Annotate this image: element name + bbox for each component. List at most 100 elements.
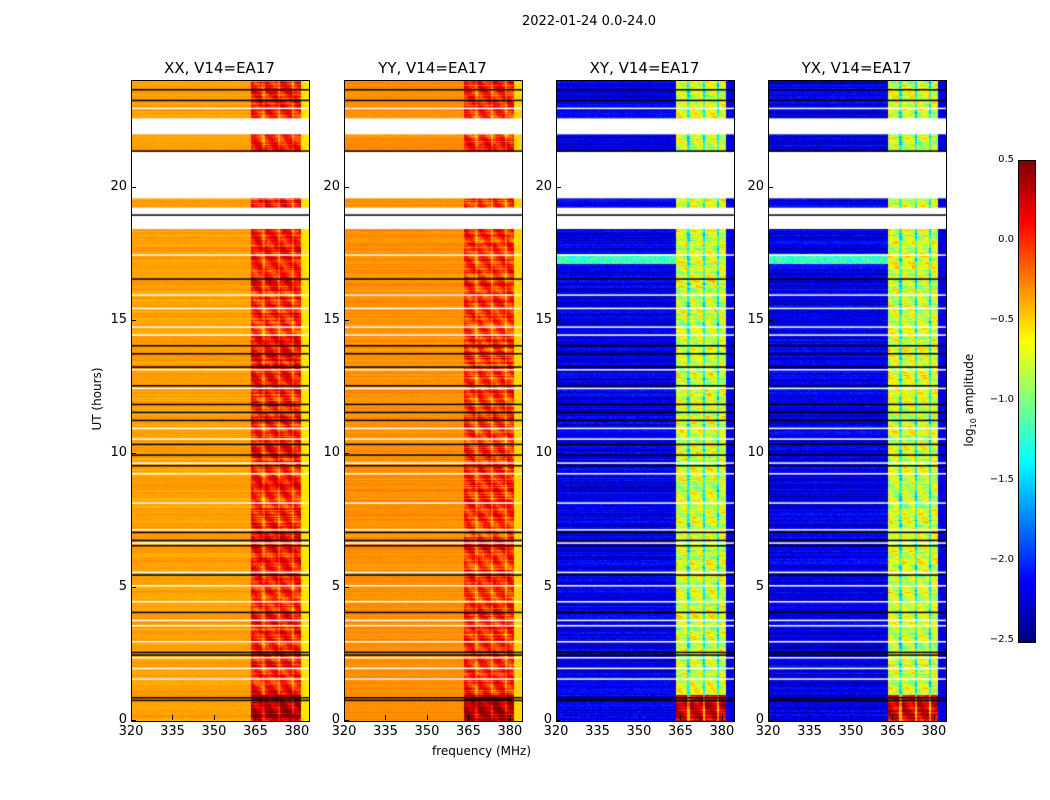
y-tick-mark <box>344 453 349 455</box>
x-tick-label: 335 <box>797 724 822 739</box>
y-tick-label: 0 <box>543 712 552 727</box>
x-tick-label: 350 <box>414 724 440 739</box>
y-tick-mark <box>768 186 773 188</box>
y-tick-mark <box>556 453 561 455</box>
panel-title: XX, V14=EA17 <box>164 59 275 77</box>
y-tick-mark <box>344 586 349 588</box>
x-tick-label: 380 <box>284 724 310 739</box>
y-tick-label: 0 <box>118 712 127 727</box>
x-tick-mark <box>213 715 215 720</box>
colorbar-tick-label: −2.0 <box>989 554 1014 565</box>
panel-title: XY, V14=EA17 <box>589 59 700 77</box>
x-axis-label: frequency (MHz) <box>432 744 532 758</box>
x-tick-label: 350 <box>201 724 227 739</box>
x-tick-label: 335 <box>160 724 185 739</box>
y-tick-label: 20 <box>747 178 764 194</box>
heatmap-yy <box>344 80 523 722</box>
y-tick-label: 5 <box>331 578 340 594</box>
y-tick-label: 10 <box>323 445 340 461</box>
colorbar-label-sub: 10 <box>969 418 979 429</box>
y-tick-label: 20 <box>535 178 552 194</box>
colorbar-tick-label: −1.0 <box>989 394 1014 405</box>
x-tick-mark <box>638 715 640 720</box>
y-axis-label: UT (hours) <box>90 367 104 431</box>
y-tick-mark <box>556 586 561 588</box>
y-tick-mark <box>344 720 349 721</box>
colorbar <box>1018 160 1036 643</box>
x-tick-label: 380 <box>497 724 523 739</box>
x-tick-label: 320 <box>543 724 569 739</box>
x-tick-mark <box>296 715 298 720</box>
x-tick-mark <box>892 715 894 720</box>
x-tick-label: 365 <box>243 724 268 739</box>
x-tick-label: 320 <box>331 724 357 739</box>
y-tick-mark <box>131 186 136 188</box>
figure-title: 2022-01-24 0.0-24.0 <box>522 14 656 29</box>
x-tick-label: 380 <box>921 724 947 739</box>
x-tick-mark <box>680 715 682 720</box>
x-tick-label: 365 <box>880 724 905 739</box>
colorbar-tick-label: −1.5 <box>989 474 1014 485</box>
x-tick-mark <box>556 715 557 720</box>
x-tick-label: 335 <box>585 724 610 739</box>
y-tick-mark <box>344 186 349 188</box>
y-tick-mark <box>556 720 561 721</box>
y-tick-label: 15 <box>110 312 127 327</box>
x-tick-mark <box>809 715 811 720</box>
y-tick-mark <box>768 453 773 455</box>
y-tick-label: 10 <box>535 445 552 461</box>
panel-title: YX, V14=EA17 <box>801 59 912 77</box>
x-tick-mark <box>933 715 935 720</box>
x-tick-label: 365 <box>456 724 481 739</box>
y-tick-mark <box>556 186 561 188</box>
y-tick-mark <box>131 720 136 721</box>
y-tick-label: 15 <box>747 312 764 327</box>
x-tick-label: 335 <box>373 724 398 739</box>
y-tick-mark <box>768 586 773 588</box>
y-tick-label: 20 <box>323 178 340 194</box>
y-tick-label: 0 <box>755 712 764 727</box>
y-tick-mark <box>556 320 561 321</box>
x-tick-mark <box>468 715 470 720</box>
colorbar-tick-label: −2.5 <box>989 634 1014 645</box>
y-tick-mark <box>768 720 773 721</box>
y-tick-label: 15 <box>535 312 552 327</box>
colorbar-tick-label: −0.5 <box>989 314 1014 325</box>
y-tick-mark <box>131 453 136 455</box>
x-tick-mark <box>255 715 257 720</box>
heatmap-xy <box>556 80 735 722</box>
panel-title: YY, V14=EA17 <box>378 59 487 77</box>
y-tick-label: 20 <box>110 178 127 194</box>
y-tick-mark <box>344 320 349 321</box>
y-tick-label: 0 <box>331 712 340 727</box>
x-tick-label: 350 <box>838 724 864 739</box>
x-tick-mark <box>509 715 511 720</box>
heatmap-xx <box>131 80 310 722</box>
colorbar-tick-label: 0.0 <box>998 234 1014 245</box>
x-tick-label: 320 <box>755 724 781 739</box>
x-tick-label: 380 <box>709 724 735 739</box>
x-tick-label: 320 <box>118 724 144 739</box>
y-tick-label: 10 <box>110 445 127 461</box>
x-tick-mark <box>721 715 723 720</box>
x-tick-mark <box>768 715 769 720</box>
x-tick-mark <box>344 715 345 720</box>
colorbar-tick-label: 0.5 <box>998 154 1014 165</box>
heatmap-yx <box>768 80 947 722</box>
x-tick-label: 365 <box>668 724 693 739</box>
y-tick-label: 5 <box>118 578 127 594</box>
y-tick-label: 5 <box>543 578 552 594</box>
x-tick-mark <box>131 715 132 720</box>
y-tick-mark <box>131 586 136 588</box>
colorbar-label-rest: amplitude <box>961 353 976 419</box>
colorbar-label-log: log <box>961 428 976 447</box>
y-tick-label: 5 <box>755 578 764 594</box>
colorbar-label: log10 amplitude <box>962 340 978 460</box>
y-tick-mark <box>131 320 136 321</box>
x-tick-mark <box>426 715 428 720</box>
x-tick-mark <box>385 715 387 720</box>
x-tick-mark <box>172 715 174 720</box>
x-tick-mark <box>597 715 599 720</box>
y-tick-label: 10 <box>747 445 764 461</box>
y-tick-label: 15 <box>323 312 340 327</box>
